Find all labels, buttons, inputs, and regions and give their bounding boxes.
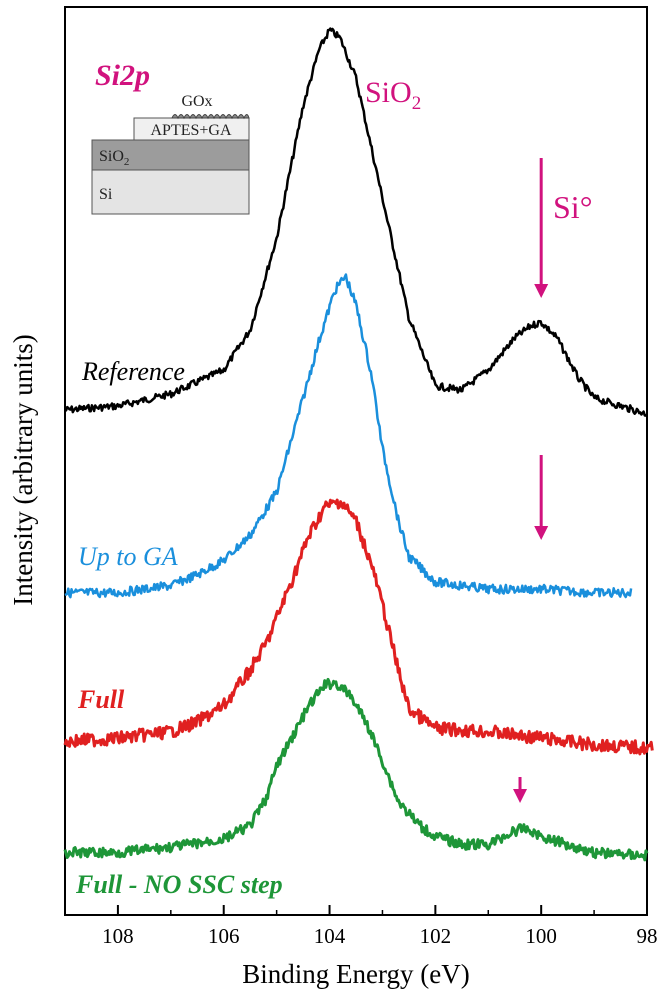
inset-sio2-label: SiO2	[99, 148, 129, 168]
layer-stack-inset: GOx APTES+GA SiO2 Si	[91, 93, 250, 215]
inset-gox-layer	[171, 114, 250, 120]
series-layer	[63, 27, 654, 862]
series-full-no-ssc	[63, 677, 649, 862]
series-up-to-ga	[64, 273, 633, 599]
series-label-full: Full	[77, 685, 125, 714]
si0-arrow-head	[513, 789, 528, 803]
inset-gox-label: GOx	[181, 93, 212, 110]
series-reference	[64, 27, 648, 418]
x-tick-label: 100	[525, 924, 557, 948]
si0-arrows	[513, 158, 549, 803]
panel-label: Si2p	[95, 59, 150, 92]
series-label-full-no-ssc: Full - NO SSC step	[75, 870, 283, 899]
plot-frame	[64, 6, 648, 916]
inset-si-label: Si	[99, 186, 113, 203]
x-tick-label: 102	[420, 924, 452, 948]
x-tick-label: 108	[102, 924, 134, 948]
inset-sio2-layer	[91, 139, 250, 171]
inset-si-layer	[91, 169, 250, 215]
series-full	[63, 498, 654, 756]
si0-arrow-head	[534, 284, 549, 298]
series-label-reference: Reference	[81, 357, 185, 386]
x-axis-ticks: 108 106 104 102 100 98	[64, 905, 658, 948]
inset-aptes-label: APTES+GA	[150, 122, 231, 139]
x-tick-label: 98	[637, 924, 658, 948]
si0-arrow-head	[534, 526, 549, 540]
si0-peak-label: Si°	[553, 189, 592, 225]
x-axis-title: Binding Energy (eV)	[242, 959, 469, 989]
x-tick-label: 104	[314, 924, 346, 948]
series-label-up-to-ga: Up to GA	[78, 542, 178, 571]
sio2-peak-label: SiO2	[365, 76, 421, 114]
y-axis-title: Intensity (arbitrary units)	[8, 334, 38, 605]
x-tick-label: 106	[208, 924, 240, 948]
